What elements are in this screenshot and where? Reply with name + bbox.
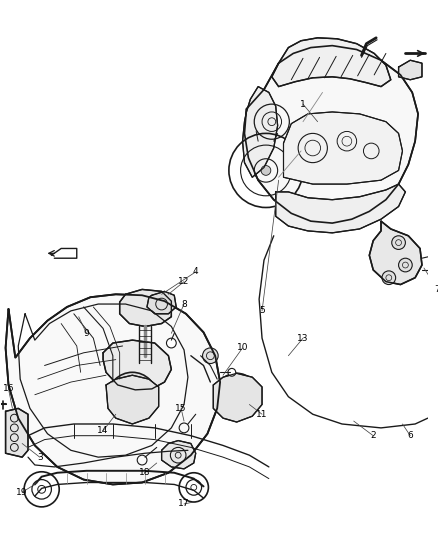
Circle shape	[261, 166, 271, 175]
Polygon shape	[6, 408, 28, 457]
Polygon shape	[272, 38, 391, 86]
Circle shape	[225, 383, 248, 407]
Text: 8: 8	[181, 300, 187, 309]
Circle shape	[399, 258, 412, 272]
Circle shape	[215, 373, 258, 416]
Text: 11: 11	[256, 410, 268, 419]
Polygon shape	[399, 60, 422, 80]
Text: 19: 19	[16, 488, 28, 497]
Circle shape	[202, 348, 218, 364]
Circle shape	[382, 271, 396, 285]
Circle shape	[433, 266, 438, 274]
Text: 3: 3	[37, 453, 42, 462]
Circle shape	[166, 338, 176, 348]
Text: 7: 7	[434, 285, 438, 294]
Polygon shape	[147, 292, 176, 314]
Text: 6: 6	[407, 431, 413, 440]
Text: 9: 9	[84, 329, 89, 338]
Polygon shape	[106, 375, 159, 424]
Polygon shape	[6, 294, 220, 484]
Circle shape	[228, 368, 236, 376]
Polygon shape	[276, 184, 406, 233]
Text: 17: 17	[178, 499, 190, 508]
Circle shape	[433, 251, 438, 258]
Polygon shape	[283, 112, 403, 184]
Text: 18: 18	[139, 469, 151, 477]
Text: 13: 13	[297, 334, 309, 343]
Text: 12: 12	[178, 277, 190, 286]
Polygon shape	[120, 289, 171, 327]
Text: 4: 4	[193, 268, 198, 277]
Text: 10: 10	[237, 343, 248, 352]
Text: 1: 1	[300, 100, 306, 109]
Polygon shape	[244, 46, 418, 223]
Polygon shape	[369, 221, 422, 285]
Polygon shape	[213, 373, 262, 422]
Text: 14: 14	[97, 426, 109, 435]
Polygon shape	[103, 340, 171, 390]
Circle shape	[108, 373, 157, 421]
Text: 16: 16	[3, 384, 14, 393]
Polygon shape	[162, 441, 196, 469]
Text: 2: 2	[371, 431, 376, 440]
Circle shape	[119, 383, 146, 410]
Polygon shape	[243, 86, 278, 177]
Text: 15: 15	[175, 404, 187, 413]
Text: 5: 5	[259, 306, 265, 316]
Circle shape	[392, 236, 406, 249]
